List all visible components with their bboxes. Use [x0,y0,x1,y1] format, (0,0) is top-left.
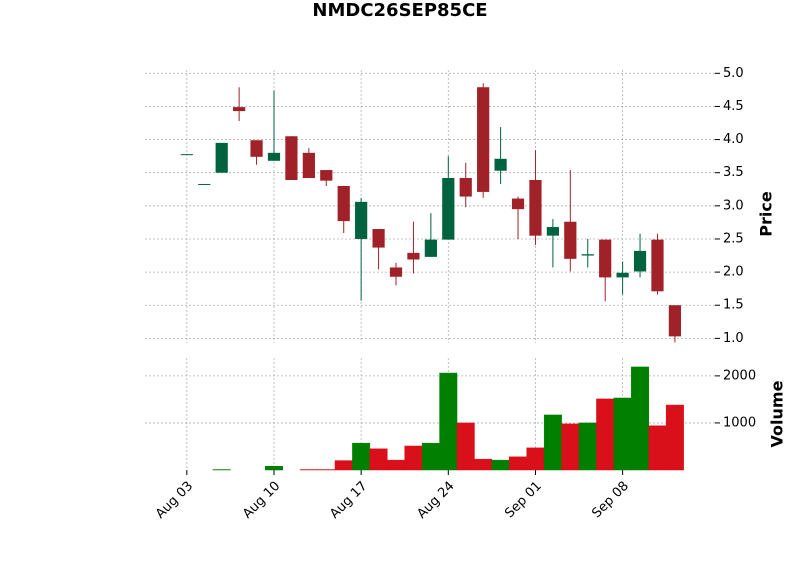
volume-bar [613,397,632,471]
volume-tick-label: 1000 [723,415,756,430]
candle-body [581,254,594,256]
candle-body [285,136,298,180]
x-tick-label: Aug 24 [414,479,457,522]
y-tick-label: 1.0 [723,331,744,346]
x-tick-label: Aug 03 [153,479,196,522]
candle-body [198,183,211,185]
candle-body [267,152,281,161]
volume-bar [369,448,388,471]
candle-body [546,227,559,236]
candle-body [337,185,350,222]
volume-bar [631,366,650,471]
x-tick-label: Aug 17 [327,479,370,522]
volume-bar [665,404,684,471]
candle-body [651,239,664,292]
volume-bar [596,398,615,471]
candle-body [442,178,455,240]
volume-bar [439,372,458,471]
y-tick-label: 2.0 [723,265,744,280]
volume-bar [334,460,353,471]
y-tick-label: 4.5 [723,99,744,114]
y-tick-label: 2.5 [723,231,744,246]
volume-bar [543,414,562,471]
candle-body [355,201,368,239]
candle-body [494,158,507,171]
candle-body [407,252,420,260]
y-tick-label: 3.5 [723,165,744,180]
y-axis-label: Price [757,191,776,237]
candle-body [633,250,647,272]
y-tick-label: 5.0 [723,66,744,81]
x-tick-label: Sep 01 [502,479,545,522]
candle-body [180,154,193,156]
candle-body [616,272,629,278]
candle-body [424,239,437,257]
candle-body [215,142,228,173]
volume-bar [387,459,405,471]
candle-body [511,198,525,210]
candle-body [250,140,263,157]
volume-bar [265,465,283,471]
y-tick-label: 4.0 [723,132,744,147]
candle-body [599,239,612,278]
x-tick-label: Aug 10 [240,479,283,522]
candle-body [302,152,315,179]
y-tick-label: 3.0 [723,198,744,213]
candle-body [668,305,682,337]
volume-bar [421,442,440,471]
volume-bar [491,459,510,471]
candle-body [529,179,542,236]
volume-axis-label: Volume [768,380,787,447]
volume-bar [404,445,423,471]
volume-bar [509,456,527,471]
volume-bar [456,422,475,471]
volume-bar [578,422,597,471]
candle-body [372,229,385,248]
volume-tick-label: 2000 [723,368,756,383]
chart-title: NMDC26SEP85CE [312,0,487,21]
candle-body [389,267,403,277]
candle-body [320,170,333,181]
volume-bar [352,442,371,471]
volume-bar [561,423,580,471]
volume-bar [474,458,493,471]
candle-body [564,221,577,259]
x-tick-label: Sep 08 [589,479,632,522]
volume-bar [526,447,545,471]
candle-body [477,87,490,192]
volume-bar [648,425,667,471]
y-tick-label: 1.5 [723,298,744,313]
candle-body [459,178,472,197]
candle-body [233,107,246,112]
